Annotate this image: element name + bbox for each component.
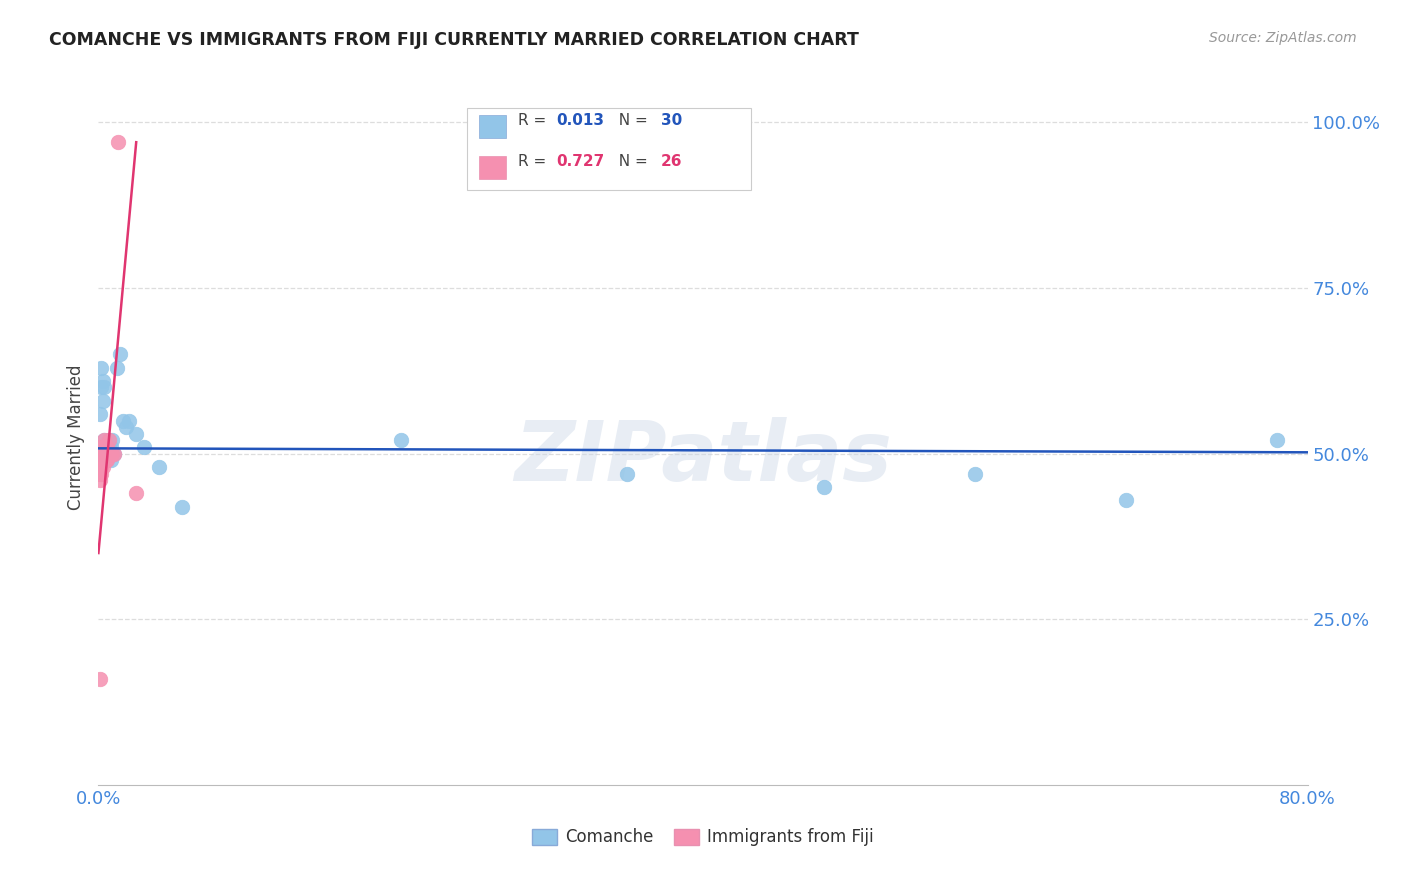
Point [1267,434,1289,448]
FancyBboxPatch shape [479,115,506,138]
Text: ZIPatlas: ZIPatlas [515,417,891,499]
Point [98,434,121,448]
Text: R =: R = [517,113,551,128]
Point [89,447,111,461]
Point [93,434,115,448]
Text: 30: 30 [661,113,682,128]
Point [90,459,112,474]
FancyBboxPatch shape [479,156,506,179]
Point [170,500,193,514]
Point [89,473,111,487]
Text: N =: N = [609,154,652,169]
Point [91,447,114,461]
Point [90,453,112,467]
Point [91,393,114,408]
Point [96,453,118,467]
Point [132,440,155,454]
Point [90,447,112,461]
Text: N =: N = [609,113,652,128]
Point [96,440,118,454]
Text: Source: ZipAtlas.com: Source: ZipAtlas.com [1209,31,1357,45]
Point [89,447,111,461]
Point [108,347,131,361]
Point [96,440,118,454]
Point [89,440,111,454]
Point [89,467,111,481]
Point [813,480,835,494]
Point [91,459,114,474]
Point [1115,493,1137,508]
Point [107,135,129,149]
FancyBboxPatch shape [467,108,751,190]
Point [114,420,136,434]
Point [90,467,112,481]
Point [389,434,412,448]
Point [89,672,111,686]
Text: 0.013: 0.013 [557,113,605,128]
Point [94,440,117,454]
Point [100,453,122,467]
Point [89,459,111,474]
Point [111,413,134,427]
Text: 0.727: 0.727 [557,154,605,169]
Point [616,467,638,481]
Point [93,434,115,448]
Point [101,447,124,461]
Point [98,447,121,461]
Legend: Comanche, Immigrants from Fiji: Comanche, Immigrants from Fiji [526,822,880,853]
Point [103,447,125,461]
Point [100,447,122,461]
Point [89,407,111,421]
Point [90,380,112,394]
Point [91,374,114,388]
Point [93,447,115,461]
Point [100,440,122,454]
Point [98,434,121,448]
Text: R =: R = [517,154,551,169]
Text: 26: 26 [661,154,682,169]
Point [125,486,148,500]
Point [965,467,987,481]
Point [93,380,115,394]
Point [94,440,117,454]
Point [118,413,141,427]
Text: COMANCHE VS IMMIGRANTS FROM FIJI CURRENTLY MARRIED CORRELATION CHART: COMANCHE VS IMMIGRANTS FROM FIJI CURRENT… [49,31,859,49]
Point [90,360,112,375]
Point [103,447,125,461]
Point [101,434,124,448]
Y-axis label: Currently Married: Currently Married [67,364,86,510]
Point [91,440,114,454]
Point [125,426,148,441]
Point [94,453,117,467]
Point [105,360,128,375]
Point [148,459,170,474]
